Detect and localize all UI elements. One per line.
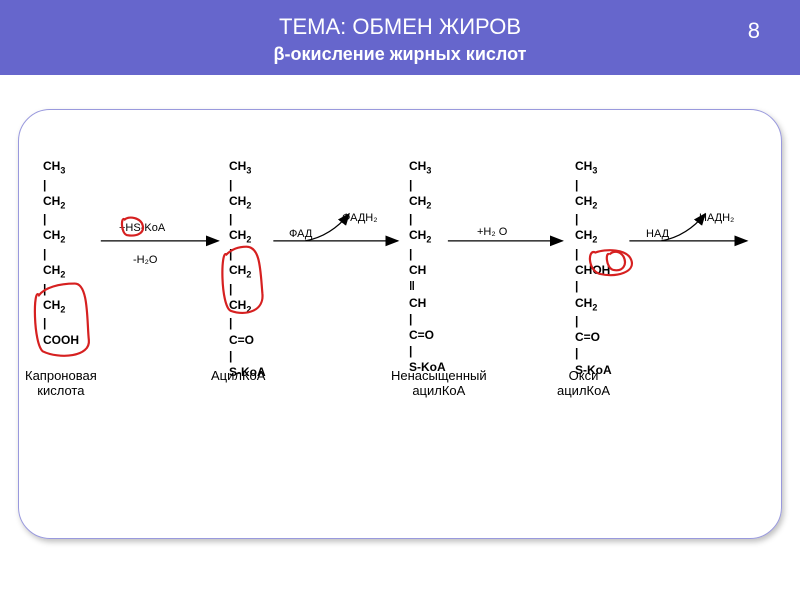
molecule-oxy-acyl-coa: CH3|CH2|CH2|CHOH|CH2|C=O|S-KoA: [575, 158, 612, 378]
label-oxy-acyl-coa: ОксиацилКоА: [557, 368, 610, 398]
slide-header: ТЕМА: ОБМЕН ЖИРОВ β-окисление жирных кис…: [0, 0, 800, 75]
reaction-diagram: CH3|CH2|CH2|CH2|CH2|COOH CH3|CH2|CH2|CH2…: [29, 140, 771, 528]
arrow4-left-label: НАД: [646, 228, 669, 240]
diagram-overlay-svg: [29, 140, 771, 528]
arrow2-left-label: ФАД: [289, 228, 312, 240]
label-unsaturated-acyl-coa: НенасыщенныйацилКоА: [391, 368, 487, 398]
arrow4-right-label: НАДН₂: [699, 212, 734, 224]
slide-title: ТЕМА: ОБМЕН ЖИРОВ: [0, 14, 800, 40]
slide-number: 8: [748, 18, 760, 44]
arrow1-above: +HS-KoA: [119, 222, 165, 234]
label-acyl-coa: АцилКоА: [211, 368, 265, 383]
arrow3-above: +H₂ O: [477, 226, 507, 238]
molecule-acyl-coa: CH3|CH2|CH2|CH2|CH2|C=O|S-KoA: [229, 158, 266, 380]
header-underline: [30, 75, 770, 79]
molecule-caproic-acid: CH3|CH2|CH2|CH2|CH2|COOH: [43, 158, 79, 348]
content-panel: CH3|CH2|CH2|CH2|CH2|COOH CH3|CH2|CH2|CH2…: [18, 109, 782, 539]
arrow1-below: -H₂O: [133, 254, 157, 266]
arrow2-right-label: ФАДН₂: [342, 212, 378, 224]
molecule-unsaturated-acyl-coa: CH3|CH2|CH2|CH‖CH|C=O|S-KoA: [409, 158, 446, 375]
label-caproic-acid: Капроноваякислота: [25, 368, 97, 398]
slide-subtitle: β-окисление жирных кислот: [0, 44, 800, 65]
